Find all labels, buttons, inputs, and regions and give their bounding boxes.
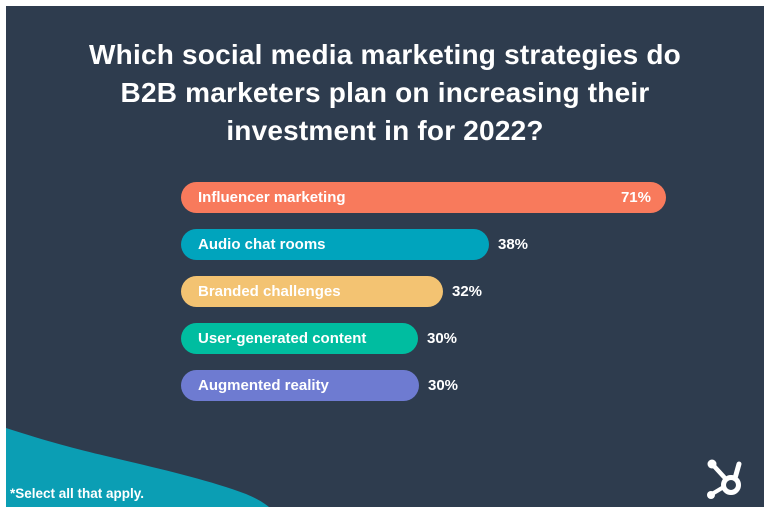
bar-row-audio-chat-rooms: Audio chat rooms 38%	[181, 229, 741, 260]
bar-label-branded-challenges: Branded challenges	[198, 283, 341, 300]
hubspot-sprocket-icon	[707, 459, 742, 499]
bar-augmented-reality: Augmented reality	[181, 370, 419, 401]
bar-user-generated-content: User-generated content	[181, 323, 418, 354]
bar-audio-chat-rooms: Audio chat rooms	[181, 229, 489, 260]
hubspot-sprocket-shape	[707, 459, 742, 499]
bar-value-user-generated-content: 30%	[427, 330, 458, 347]
chart-title-line-1: Which social media marketing strategies …	[89, 39, 681, 70]
bar-label-augmented-reality: Augmented reality	[198, 377, 329, 394]
bar-chart: Influencer marketing 71% Audio chat room…	[181, 182, 741, 417]
bar-branded-challenges: Branded challenges	[181, 276, 443, 307]
bar-value-branded-challenges: 32%	[452, 283, 483, 300]
bar-label-audio-chat-rooms: Audio chat rooms	[198, 236, 326, 253]
bar-row-branded-challenges: Branded challenges 32%	[181, 276, 741, 307]
bar-value-audio-chat-rooms: 38%	[498, 236, 529, 253]
bar-label-user-generated-content: User-generated content	[198, 330, 367, 347]
chart-title-line-3: investment in for 2022?	[226, 115, 544, 146]
chart-title-line-2: B2B marketers plan on increasing their	[120, 77, 650, 108]
bar-influencer-marketing: Influencer marketing 71%	[181, 182, 666, 213]
bar-row-user-generated-content: User-generated content 30%	[181, 323, 741, 354]
bar-label-influencer-marketing: Influencer marketing	[198, 189, 346, 206]
bar-value-influencer-marketing: 71%	[620, 189, 651, 206]
wave-shape	[6, 428, 269, 507]
wave-decoration	[6, 428, 269, 507]
bar-value-augmented-reality: 30%	[428, 377, 459, 394]
footnote: *Select all that apply.	[10, 486, 145, 501]
bar-row-augmented-reality: Augmented reality 30%	[181, 370, 741, 401]
bar-row-influencer-marketing: Influencer marketing 71%	[181, 182, 741, 213]
chart-title: Which social media marketing strategies …	[6, 36, 764, 150]
